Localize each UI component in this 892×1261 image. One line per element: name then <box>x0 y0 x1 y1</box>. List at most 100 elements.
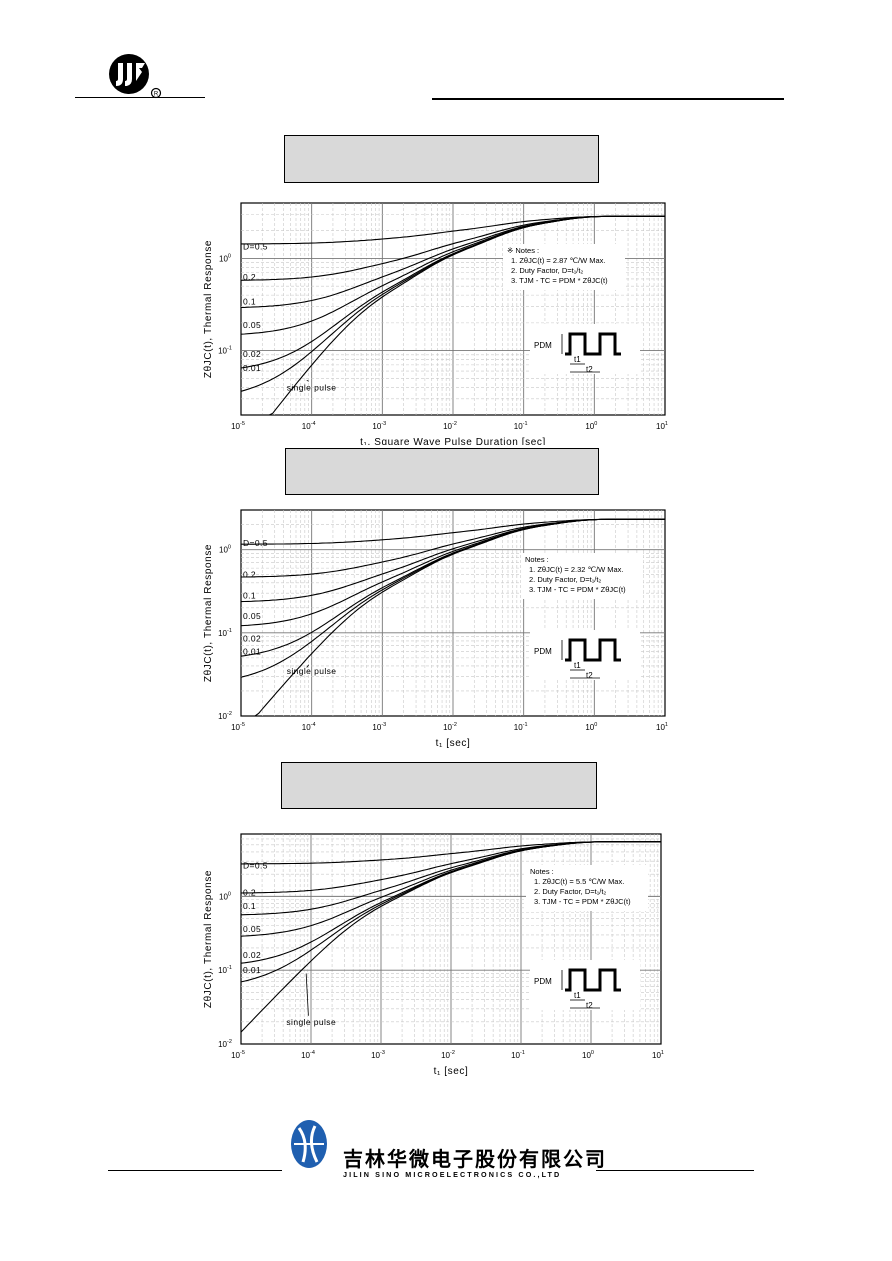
notes-bg <box>503 244 625 290</box>
series-label: 0.05 <box>243 320 261 330</box>
pulse-diagram: PDM t1 t2 <box>530 324 640 374</box>
t1-label: t1 <box>574 355 581 364</box>
notes-block: Notes :1. ZθJC(t) = 2.32 ℃/W Max.2. Duty… <box>521 553 643 599</box>
series-label: single pulse <box>286 1017 336 1027</box>
notes-head: Notes : <box>530 867 554 876</box>
figure-caption-box-3 <box>281 762 597 809</box>
x-tick-label: 10-5 <box>231 722 245 732</box>
single-pulse-pointer <box>306 664 310 668</box>
series-label: 0.05 <box>243 611 261 621</box>
series-line <box>241 215 665 416</box>
series-label: 0.01 <box>243 646 261 656</box>
x-tick-label: 101 <box>656 722 668 732</box>
x-tick-label: 10-2 <box>441 1050 455 1060</box>
pdm-label: PDM <box>534 341 552 350</box>
x-axis-label: t₁ [sec] <box>436 738 471 749</box>
header-logo: R <box>105 52 165 100</box>
jilin-sino-logo-icon <box>291 1120 327 1168</box>
x-tick-label: 10-1 <box>511 1050 525 1060</box>
y-tick-label: 10-2 <box>218 1039 232 1049</box>
x-tick-label: 100 <box>585 421 597 431</box>
y-tick-label: 100 <box>219 253 231 263</box>
series-label: 0.1 <box>243 297 256 307</box>
pdm-label: PDM <box>534 977 552 986</box>
pulse-diagram: PDM t1 t2 <box>530 960 640 1010</box>
pulse-diagram: PDM t1 t2 <box>530 630 640 680</box>
x-tick-label: 10-3 <box>372 421 386 431</box>
x-tick-label: 10-4 <box>302 722 316 732</box>
series-label: single pulse <box>287 666 337 676</box>
series-label: 0.05 <box>243 924 261 934</box>
notes-line-1: 1. ZθJC(t) = 2.32 ℃/W Max. <box>529 565 624 574</box>
x-tick-label: 10-5 <box>231 421 245 431</box>
series-line <box>241 518 665 717</box>
y-tick-label: 10-1 <box>218 346 232 356</box>
t2-label: t2 <box>586 1001 593 1010</box>
company-name-chinese: 吉林华微电子股份有限公司 <box>343 1147 607 1171</box>
x-tick-label: 10-1 <box>514 421 528 431</box>
header-rule-right <box>432 98 784 100</box>
y-axis-label: ZθJC(t), Thermal Response <box>203 870 214 1008</box>
x-tick-label: 100 <box>585 722 597 732</box>
thermal-response-chart-1: 10-5 10-4 10-3 10-2 10-1 100 101 10-1 100 t₁, Squ… <box>203 202 668 445</box>
series-label: 0.2 <box>243 570 256 580</box>
notes-line-2: 2. Duty Factor, D=t₁/t₂ <box>511 266 583 275</box>
series-label: 0.1 <box>243 901 256 911</box>
x-tick-label: 10-1 <box>514 722 528 732</box>
series-label: D=0.5 <box>243 861 268 871</box>
x-tick-label: 10-5 <box>231 1050 245 1060</box>
thermal-response-chart-3: 10-5 10-4 10-3 10-2 10-1 100 101 10-2 10-1 100 t₁ … <box>203 833 664 1077</box>
grid <box>241 510 665 716</box>
notes-block: ※ Notes :1. ZθJC(t) = 2.87 ℃/W Max.2. Du… <box>503 244 625 290</box>
x-tick-label: 101 <box>656 421 668 431</box>
x-tick-label: 10-4 <box>302 421 316 431</box>
company-name-english: JILIN SINO MICROELECTRONICS CO.,LTD <box>343 1170 562 1179</box>
series-label: single pulse <box>287 382 337 392</box>
x-axis-label: t₁ [sec] <box>434 1066 469 1077</box>
t1-label: t1 <box>574 661 581 670</box>
notes-line-2: 2. Duty Factor, D=t₁/t₂ <box>529 575 601 584</box>
x-axis-label: t₁, Square Wave Pulse Duration [sec] <box>360 437 546 445</box>
series-line <box>240 841 661 1033</box>
pulse-waveform <box>565 968 621 992</box>
y-tick-label: 100 <box>219 891 231 901</box>
notes-line-1: 1. ZθJC(t) = 2.87 ℃/W Max. <box>511 256 606 265</box>
notes-line-3: 3. TJM - TC = PDM * ZθJC(t) <box>511 276 608 285</box>
series-label: D=0.5 <box>243 538 268 548</box>
y-tick-label: 100 <box>219 545 231 555</box>
header-rule-left <box>75 97 205 98</box>
thermal-response-chart-2: 10-5 10-4 10-3 10-2 10-1 100 101 10-2 10-1 100 t₁ … <box>203 509 668 749</box>
x-tick-label: 101 <box>652 1050 664 1060</box>
series-label: 0.01 <box>243 965 261 975</box>
footer-logo <box>289 1118 329 1170</box>
notes-line-1: 1. ZθJC(t) = 5.5 ℃/W Max. <box>534 877 624 886</box>
series-label: 0.02 <box>243 349 261 359</box>
y-tick-label: 10-1 <box>218 965 232 975</box>
notes-head: Notes : <box>525 555 549 564</box>
notes-block: Notes :1. ZθJC(t) = 5.5 ℃/W Max.2. Duty … <box>526 865 648 911</box>
figure-caption-box-1 <box>284 135 599 183</box>
x-tick-label: 10-2 <box>443 722 457 732</box>
x-tick-label: 10-3 <box>371 1050 385 1060</box>
series-label: D=0.5 <box>243 241 268 251</box>
footer-rule-left <box>108 1170 282 1171</box>
registered-mark: R <box>154 92 159 98</box>
series-label: 0.1 <box>243 591 256 601</box>
series-label: 0.2 <box>243 888 256 898</box>
x-tick-label: 10-2 <box>443 421 457 431</box>
notes-bg <box>526 865 648 911</box>
y-tick-label: 10-2 <box>218 711 232 721</box>
x-tick-label: 10-4 <box>301 1050 315 1060</box>
figure-caption-box-2 <box>285 448 599 495</box>
t1-label: t1 <box>574 991 581 1000</box>
jjm-logo-icon: R <box>109 54 162 99</box>
y-axis-label: ZθJC(t), Thermal Response <box>203 240 214 378</box>
y-tick-label: 10-1 <box>218 628 232 638</box>
series-label: 0.2 <box>243 272 256 282</box>
y-axis-label: ZθJC(t), Thermal Response <box>203 544 214 682</box>
footer-rule-right <box>596 1170 754 1171</box>
notes-bg <box>521 553 643 599</box>
series-label: 0.01 <box>243 363 261 373</box>
pulse-waveform <box>565 332 621 356</box>
pdm-label: PDM <box>534 647 552 656</box>
